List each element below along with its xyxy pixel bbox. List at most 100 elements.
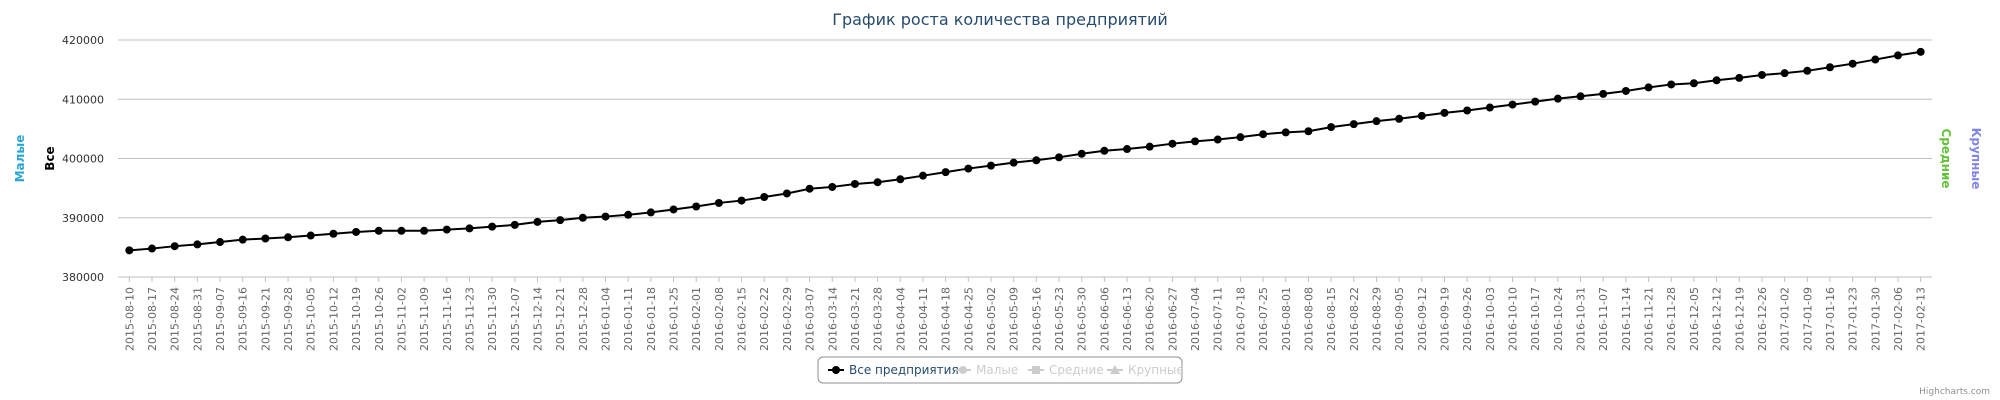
data-point[interactable] <box>284 233 293 242</box>
data-point[interactable] <box>1032 156 1041 165</box>
data-point[interactable] <box>850 179 859 188</box>
data-point[interactable] <box>964 164 973 173</box>
data-point[interactable] <box>556 216 565 225</box>
data-point[interactable] <box>1395 114 1404 123</box>
data-point[interactable] <box>1667 80 1676 89</box>
data-point[interactable] <box>624 210 633 219</box>
data-point[interactable] <box>760 193 769 202</box>
x-tick-label: 2016-01-04 <box>600 287 613 351</box>
data-point[interactable] <box>442 225 451 234</box>
legend-item[interactable]: Малые <box>955 363 1018 377</box>
data-point[interactable] <box>1145 142 1154 151</box>
data-point[interactable] <box>1349 120 1358 129</box>
chart-title: График роста количества предприятий <box>832 10 1168 29</box>
legend[interactable]: Все предприятия Малые Средние Крупные <box>817 356 1184 384</box>
data-point[interactable] <box>828 182 837 191</box>
data-point[interactable] <box>510 220 519 229</box>
x-tick-label: 2015-12-21 <box>554 287 567 351</box>
y-axis-title-large: Крупные <box>1969 128 1983 190</box>
data-point[interactable] <box>1871 55 1880 64</box>
data-point[interactable] <box>1825 63 1834 72</box>
data-point[interactable] <box>374 226 383 235</box>
data-point[interactable] <box>1508 100 1517 109</box>
data-point[interactable] <box>261 234 270 243</box>
data-point[interactable] <box>1712 76 1721 85</box>
data-point[interactable] <box>1417 111 1426 120</box>
data-point[interactable] <box>986 161 995 170</box>
data-point[interactable] <box>1916 47 1925 56</box>
legend-label[interactable]: Средние <box>1049 363 1104 377</box>
data-point[interactable] <box>646 208 655 217</box>
data-point[interactable] <box>692 202 701 211</box>
data-point[interactable] <box>1236 133 1245 142</box>
data-point[interactable] <box>782 189 791 198</box>
data-point[interactable] <box>1191 137 1200 146</box>
data-point[interactable] <box>306 231 315 240</box>
data-point[interactable] <box>352 227 361 236</box>
legend-marker <box>1110 365 1120 374</box>
data-point[interactable] <box>1327 123 1336 132</box>
data-point[interactable] <box>1757 70 1766 79</box>
data-point[interactable] <box>1463 106 1472 115</box>
data-point[interactable] <box>125 246 134 255</box>
data-point[interactable] <box>1213 135 1222 144</box>
legend-label[interactable]: Крупные <box>1128 363 1184 377</box>
legend-item[interactable]: Все предприятия <box>828 363 959 377</box>
data-point[interactable] <box>1281 128 1290 137</box>
data-point[interactable] <box>1553 94 1562 103</box>
data-point[interactable] <box>737 196 746 205</box>
data-point[interactable] <box>1531 97 1540 106</box>
data-point[interactable] <box>1009 158 1018 167</box>
y-tick-label: 390000 <box>62 212 104 225</box>
x-tick-label: 2016-08-08 <box>1302 287 1315 351</box>
data-point[interactable] <box>1780 69 1789 78</box>
data-point[interactable] <box>1621 86 1630 95</box>
credits[interactable]: Highcharts.com <box>1919 387 1990 397</box>
data-point[interactable] <box>1689 79 1698 88</box>
data-point[interactable] <box>465 224 474 233</box>
data-point[interactable] <box>1893 51 1902 60</box>
data-point[interactable] <box>533 217 542 226</box>
grid-lines <box>118 39 1932 278</box>
data-point[interactable] <box>1259 130 1268 139</box>
data-point[interactable] <box>1599 89 1608 98</box>
data-point[interactable] <box>193 240 202 249</box>
data-point[interactable] <box>1123 145 1132 154</box>
legend-item[interactable]: Крупные <box>1107 363 1184 377</box>
data-point[interactable] <box>669 205 678 214</box>
data-point[interactable] <box>578 213 587 222</box>
data-point[interactable] <box>1803 66 1812 75</box>
data-point[interactable] <box>1440 108 1449 117</box>
data-point[interactable] <box>805 184 814 193</box>
data-point[interactable] <box>1055 153 1064 162</box>
data-point[interactable] <box>238 235 247 244</box>
data-point[interactable] <box>488 222 497 231</box>
data-point[interactable] <box>1168 139 1177 148</box>
data-point[interactable] <box>918 171 927 180</box>
data-point[interactable] <box>329 229 338 238</box>
data-point[interactable] <box>1304 127 1313 136</box>
data-point[interactable] <box>873 178 882 187</box>
data-point[interactable] <box>420 226 429 235</box>
data-point[interactable] <box>170 242 179 251</box>
x-tick-label: 2015-12-14 <box>531 287 544 351</box>
data-point[interactable] <box>1644 83 1653 92</box>
data-point[interactable] <box>1077 149 1086 158</box>
data-point[interactable] <box>896 175 905 184</box>
data-point[interactable] <box>601 212 610 221</box>
data-point[interactable] <box>1100 146 1109 155</box>
data-point[interactable] <box>1485 103 1494 112</box>
data-point[interactable] <box>148 244 157 253</box>
data-point[interactable] <box>216 238 225 247</box>
data-point[interactable] <box>1848 59 1857 68</box>
legend-label[interactable]: Малые <box>976 363 1018 377</box>
data-point[interactable] <box>1372 117 1381 126</box>
data-point[interactable] <box>941 168 950 177</box>
x-tick-label: 2016-05-16 <box>1030 287 1043 351</box>
data-point[interactable] <box>1735 73 1744 82</box>
data-point[interactable] <box>397 226 406 235</box>
data-point[interactable] <box>1576 92 1585 101</box>
data-point[interactable] <box>714 198 723 207</box>
legend-item[interactable]: Средние <box>1028 363 1104 377</box>
legend-label[interactable]: Все предприятия <box>849 363 959 377</box>
